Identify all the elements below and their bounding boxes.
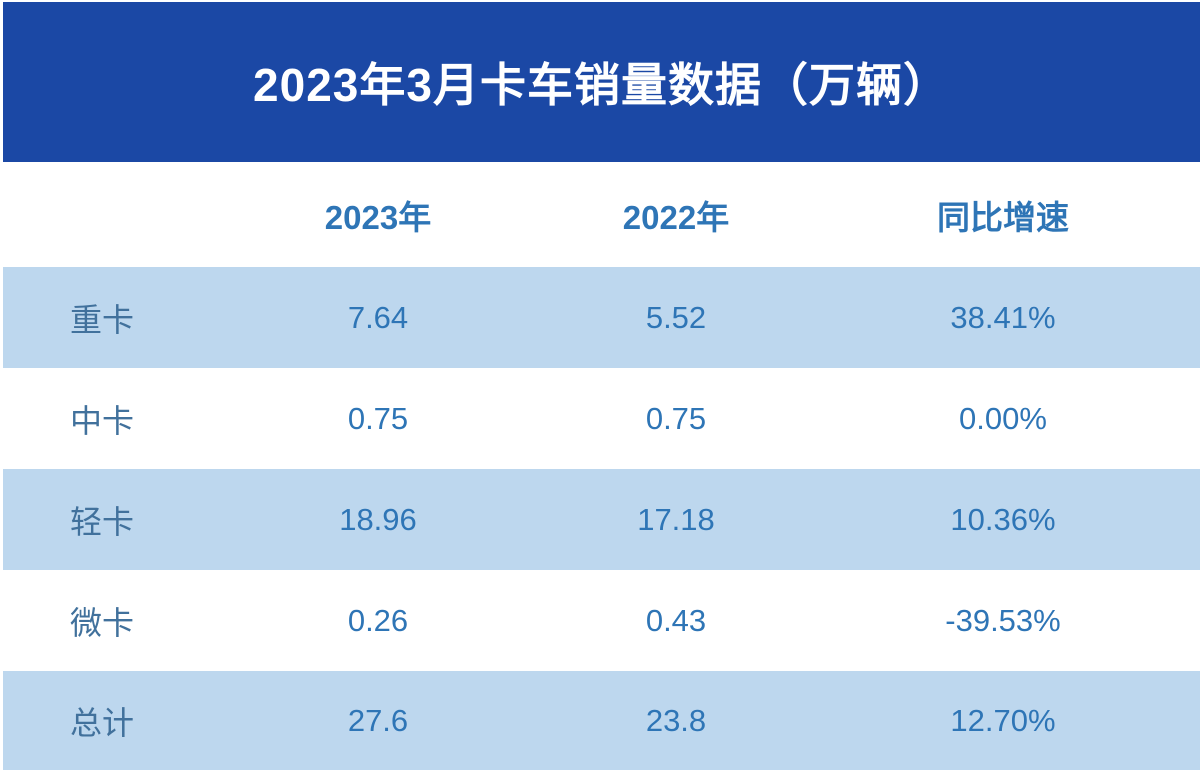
cell-growth: 38.41% bbox=[950, 299, 1056, 335]
cell-2023: 0.75 bbox=[347, 400, 409, 436]
cell-2023: 18.96 bbox=[339, 501, 417, 537]
col-header-2023: 2023年 bbox=[324, 198, 432, 236]
row-label: 轻卡 bbox=[70, 503, 135, 540]
cell-2023: 27.6 bbox=[347, 702, 409, 738]
table-row-light-truck: 轻卡 18.96 17.18 10.36% bbox=[3, 469, 1200, 570]
table-header-row: 2023年 2022年 同比增速 bbox=[3, 162, 1200, 267]
cell-2023: 7.64 bbox=[347, 299, 409, 335]
cell-2023: 0.26 bbox=[347, 602, 409, 638]
cell-2022: 5.52 bbox=[645, 299, 707, 335]
cell-2022: 23.8 bbox=[645, 702, 707, 738]
cell-growth: 12.70% bbox=[950, 702, 1056, 738]
cell-growth: 0.00% bbox=[959, 400, 1047, 436]
table-row-heavy-truck: 重卡 7.64 5.52 38.41% bbox=[3, 267, 1200, 368]
row-label: 微卡 bbox=[70, 604, 135, 641]
title-banner: 2023年3月卡车销量数据（万辆） bbox=[3, 2, 1200, 162]
table-row-micro-truck: 微卡 0.26 0.43 -39.53% bbox=[3, 570, 1200, 671]
cell-2022: 17.18 bbox=[637, 501, 715, 537]
table-row-medium-truck: 中卡 0.75 0.75 0.00% bbox=[3, 368, 1200, 469]
page-title: 2023年3月卡车销量数据（万辆） bbox=[253, 59, 950, 111]
cell-growth: 10.36% bbox=[950, 501, 1056, 537]
row-label: 重卡 bbox=[70, 301, 135, 338]
cell-2022: 0.43 bbox=[645, 602, 707, 638]
row-label: 中卡 bbox=[70, 402, 135, 439]
col-header-yoy-growth: 同比增速 bbox=[937, 198, 1069, 236]
col-header-2022: 2022年 bbox=[622, 198, 730, 236]
cell-2022: 0.75 bbox=[645, 400, 707, 436]
table-row-total: 总计 27.6 23.8 12.70% bbox=[3, 671, 1200, 770]
cell-growth: -39.53% bbox=[945, 602, 1061, 638]
row-label: 总计 bbox=[70, 704, 135, 741]
